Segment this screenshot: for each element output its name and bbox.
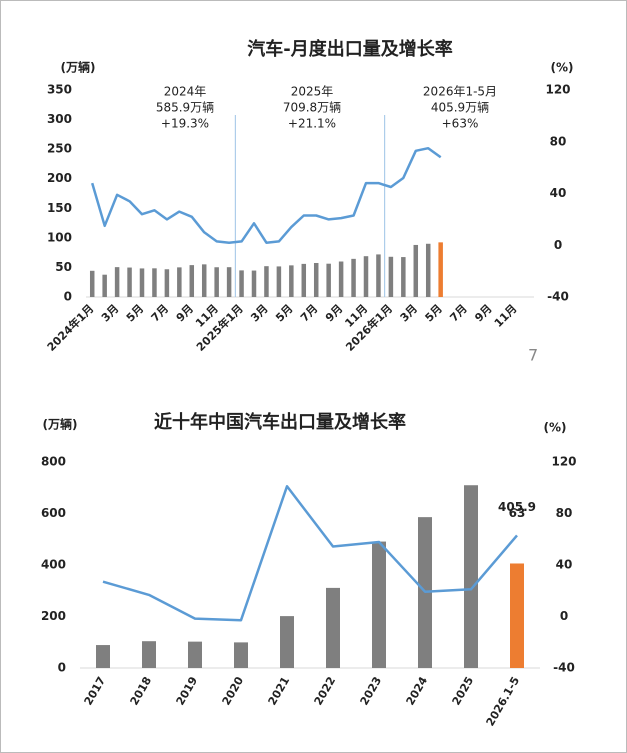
annotation: 2024年 (164, 85, 207, 99)
y-tick-label: 300 (47, 112, 72, 126)
bar (276, 266, 282, 297)
bar (139, 268, 145, 297)
bar (464, 485, 478, 668)
bar (89, 270, 95, 297)
bar (363, 256, 369, 297)
y2-axis-label: (%) (551, 61, 574, 75)
y2-tick-label: 80 (556, 506, 573, 520)
bar (214, 267, 219, 297)
bar (510, 563, 524, 668)
y-tick-label: 350 (47, 83, 72, 97)
y2-axis-label: (%) (544, 421, 567, 435)
y2-tick-label: 0 (560, 609, 568, 623)
y-tick-label: 600 (41, 506, 66, 520)
bar (438, 242, 443, 297)
y-tick-label: 0 (64, 290, 72, 304)
chart-title: 汽车-月度出口量及增长率 (247, 38, 452, 60)
y-tick-label: 50 (55, 260, 72, 274)
annotation: +63% (442, 117, 479, 131)
bar-value-label: 405.9 (498, 500, 536, 514)
y-tick-label: 800 (41, 455, 66, 469)
y-tick-label: 200 (47, 171, 72, 185)
bar (338, 261, 344, 297)
y2-tick-label: 120 (551, 455, 576, 469)
annotation: +19.3% (161, 117, 209, 131)
bar (326, 587, 340, 668)
bar (201, 264, 207, 297)
y2-tick-label: 0 (554, 238, 562, 252)
annotation: 2026年1-5月 (423, 85, 497, 99)
bar (313, 262, 319, 297)
bar (280, 616, 294, 668)
y-tick-label: 0 (58, 661, 66, 675)
bar (127, 267, 132, 297)
y2-tick-label: 120 (545, 83, 570, 97)
bar (234, 642, 248, 668)
bar (326, 263, 331, 297)
y2-tick-label: -40 (547, 290, 569, 304)
y2-tick-label: 80 (550, 134, 567, 148)
bar (372, 541, 386, 668)
y2-tick-label: 40 (550, 186, 567, 200)
bar (114, 267, 120, 297)
bar (164, 269, 170, 297)
y2-tick-label: -40 (553, 661, 575, 675)
bar (226, 267, 232, 297)
line (91, 146, 442, 244)
bar (152, 268, 157, 297)
bar (289, 265, 294, 297)
bar (425, 243, 431, 297)
bar (388, 256, 394, 297)
y2-tick-label: 40 (556, 558, 573, 572)
page-number: 7 (528, 346, 538, 365)
chart-title: 近十年中国汽车出口量及增长率 (154, 411, 406, 433)
bar (102, 274, 107, 297)
bar (189, 265, 195, 297)
bar (351, 258, 356, 297)
bar (188, 641, 202, 668)
bar (401, 257, 406, 297)
y-tick-label: 100 (47, 230, 72, 244)
bar (239, 270, 244, 297)
y-axis-label: (万辆) (61, 60, 96, 75)
y-tick-label: 250 (47, 142, 72, 156)
bar (96, 645, 110, 668)
annotation: 405.9万辆 (431, 101, 489, 115)
y-tick-label: 200 (41, 609, 66, 623)
y-axis-label: (万辆) (43, 417, 78, 432)
y-tick-label: 150 (47, 201, 72, 215)
bar (376, 254, 381, 297)
annotation: +21.1% (288, 117, 336, 131)
bar (264, 266, 269, 297)
bar (251, 270, 257, 297)
y-tick-label: 400 (41, 558, 66, 572)
line-value-label: 63 (509, 506, 526, 520)
annotation: 2025年 (291, 85, 334, 99)
bar (177, 267, 182, 297)
bar (142, 641, 156, 668)
annotation: 585.9万辆 (156, 101, 214, 115)
bar (301, 263, 307, 297)
line (102, 485, 518, 622)
bar (413, 244, 419, 297)
annotation: 709.8万辆 (283, 101, 341, 115)
